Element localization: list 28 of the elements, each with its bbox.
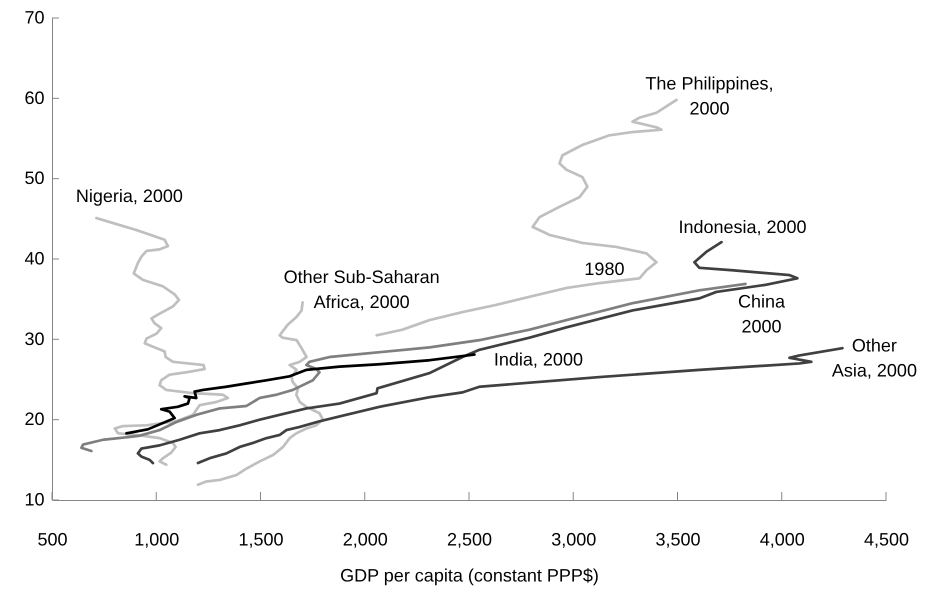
y-tick-label: 50 (24, 168, 44, 188)
line-series (95, 216, 230, 466)
x-tick-label: 1,500 (238, 530, 284, 550)
line-series (125, 353, 476, 435)
y-tick-label: 10 (24, 490, 44, 510)
series-label: Indonesia, 2000 (678, 217, 807, 238)
x-tick-label: 500 (37, 530, 68, 550)
y-tick-label: 30 (24, 328, 44, 349)
series-label: Other Sub-Saharan Africa, 2000 (284, 266, 440, 312)
series-label: India, 2000 (494, 350, 583, 370)
x-tick-label: 2,000 (342, 530, 388, 550)
x-axis-title: GDP per capita (constant PPP$) (340, 566, 599, 586)
line-series (136, 240, 799, 464)
y-tick-label: 40 (24, 248, 44, 268)
series-label: Other Asia, 2000 (832, 336, 917, 381)
series-label: China 2000 (738, 291, 786, 336)
series-label: The Philippines, 2000 (645, 73, 774, 118)
y-tick-label: 60 (24, 88, 44, 108)
x-tick-label: 2,500 (446, 530, 492, 550)
x-tick-label: 3,000 (551, 530, 596, 550)
x-tick-label: 4,000 (760, 530, 805, 550)
x-tick-label: 1,000 (134, 530, 180, 550)
series-label: Nigeria, 2000 (76, 186, 183, 206)
x-tick-label: 3,500 (655, 530, 701, 550)
y-tick-label: 70 (24, 8, 44, 28)
y-tick-label: 20 (24, 409, 44, 430)
annotation: 1980 (584, 259, 624, 280)
x-tick-label: 4,500 (864, 530, 910, 550)
